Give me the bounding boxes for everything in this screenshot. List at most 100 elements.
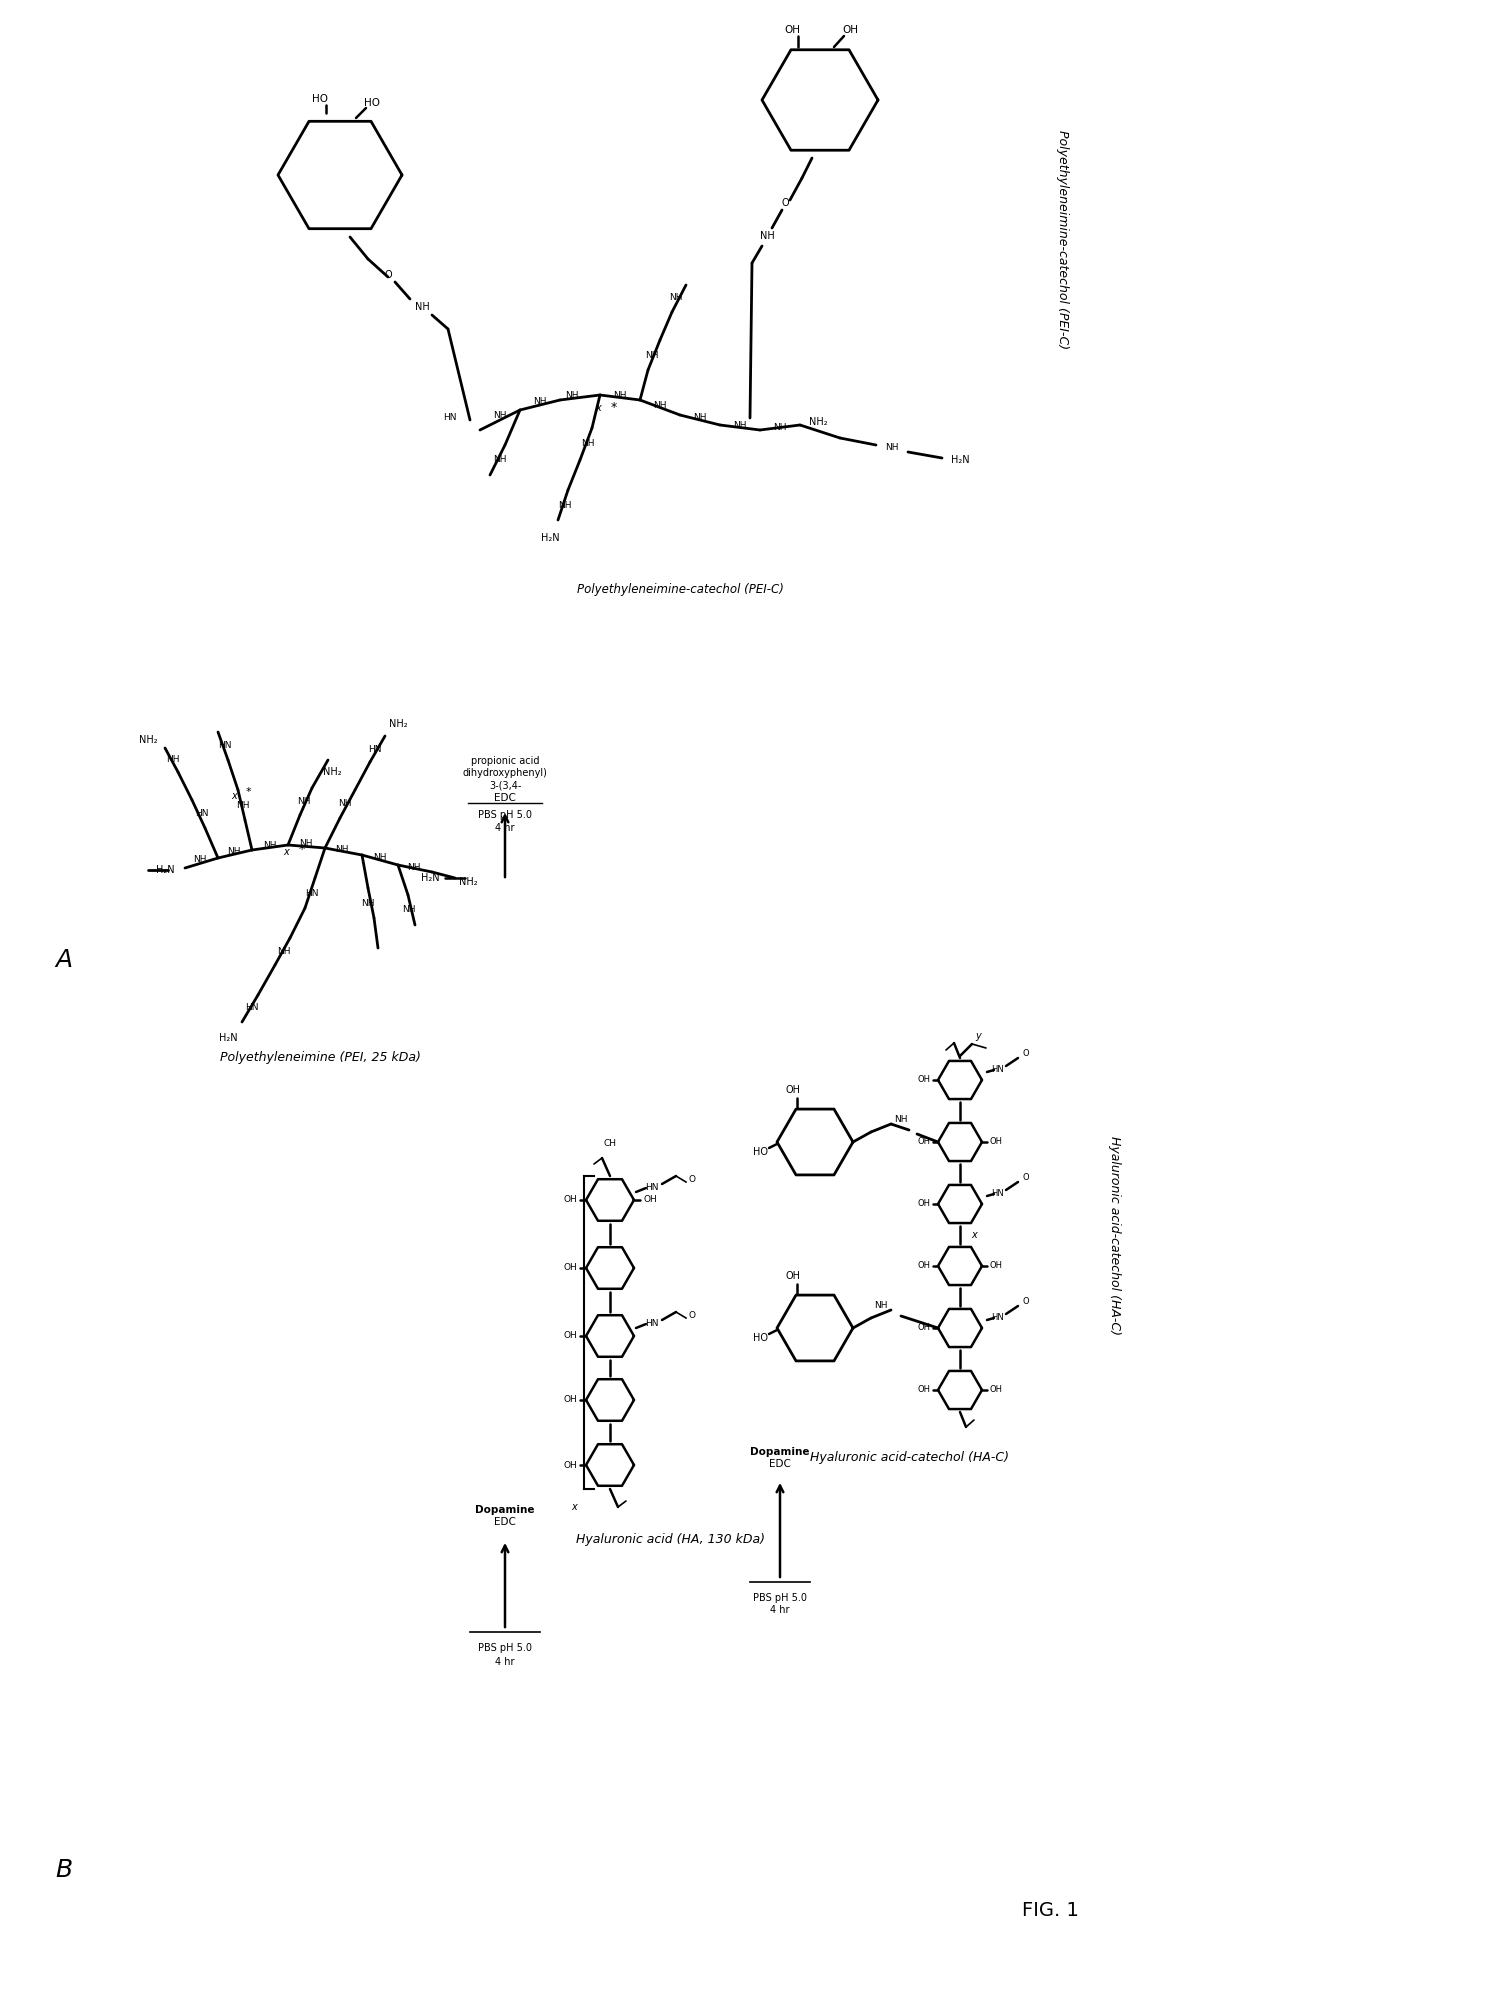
Text: NH: NH	[653, 401, 667, 409]
Text: OH: OH	[989, 1137, 1003, 1147]
Text: O: O	[383, 269, 392, 279]
Text: NH: NH	[533, 397, 546, 407]
Text: *: *	[245, 786, 251, 796]
Text: OH: OH	[785, 1085, 801, 1095]
Text: NH: NH	[227, 846, 240, 856]
Text: NH: NH	[874, 1301, 888, 1311]
Text: 4 hr: 4 hr	[495, 1658, 515, 1668]
Text: HO: HO	[312, 94, 328, 104]
Text: HN: HN	[992, 1313, 1004, 1323]
Text: NH: NH	[494, 411, 507, 421]
Text: Hyaluronic acid (HA, 130 kDa): Hyaluronic acid (HA, 130 kDa)	[576, 1532, 764, 1546]
Text: Hyaluronic acid-catechol (HA-C): Hyaluronic acid-catechol (HA-C)	[1109, 1135, 1122, 1335]
Text: NH₂: NH₂	[139, 734, 157, 744]
Text: NH: NH	[339, 800, 352, 808]
Text: O: O	[1022, 1297, 1029, 1307]
Text: x: x	[571, 1502, 577, 1512]
Text: NH: NH	[885, 443, 898, 453]
Text: NH: NH	[263, 842, 276, 850]
Text: H₂N: H₂N	[219, 1033, 237, 1043]
Text: OH: OH	[562, 1195, 577, 1205]
Text: NH: NH	[613, 391, 627, 399]
Text: HO: HO	[753, 1147, 768, 1157]
Text: NH: NH	[336, 846, 349, 854]
Text: x: x	[231, 790, 237, 802]
Text: OH: OH	[562, 1331, 577, 1341]
Text: B: B	[55, 1857, 72, 1881]
Text: NH: NH	[403, 906, 416, 914]
Text: Dopamine: Dopamine	[750, 1446, 810, 1456]
Text: H₂N: H₂N	[540, 533, 560, 543]
Text: Polyethyleneimine (PEI, 25 kDa): Polyethyleneimine (PEI, 25 kDa)	[219, 1051, 421, 1065]
Text: OH: OH	[918, 1137, 931, 1147]
Text: NH: NH	[297, 796, 310, 806]
Text: FIG. 1: FIG. 1	[1022, 1901, 1079, 1919]
Text: Hyaluronic acid-catechol (HA-C): Hyaluronic acid-catechol (HA-C)	[810, 1450, 1010, 1464]
Text: HN: HN	[218, 742, 231, 750]
Text: NH: NH	[278, 946, 291, 956]
Text: 4 hr: 4 hr	[495, 824, 515, 834]
Text: PBS pH 5.0: PBS pH 5.0	[477, 1644, 533, 1654]
Text: CH: CH	[603, 1139, 616, 1149]
Text: OH: OH	[841, 26, 858, 36]
Text: H₂N: H₂N	[950, 455, 970, 465]
Text: NH: NH	[558, 501, 571, 509]
Text: EDC: EDC	[494, 1516, 516, 1526]
Text: OH: OH	[562, 1263, 577, 1273]
Text: HO: HO	[364, 98, 380, 108]
Text: OH: OH	[785, 1271, 801, 1281]
Text: HO: HO	[753, 1333, 768, 1343]
Text: NH: NH	[373, 854, 386, 862]
Text: x: x	[595, 403, 601, 413]
Text: OH: OH	[643, 1195, 656, 1205]
Text: NH: NH	[194, 854, 207, 864]
Text: OH: OH	[918, 1385, 931, 1395]
Text: NH: NH	[759, 231, 774, 241]
Text: NH: NH	[773, 423, 786, 433]
Text: NH: NH	[361, 898, 374, 908]
Text: HN: HN	[645, 1319, 659, 1329]
Text: HN: HN	[992, 1065, 1004, 1075]
Text: O: O	[688, 1175, 695, 1185]
Text: dihydroxyphenyl): dihydroxyphenyl)	[463, 768, 548, 778]
Text: NH: NH	[670, 293, 683, 303]
Text: H₂N: H₂N	[421, 874, 439, 884]
Text: NH: NH	[733, 421, 747, 431]
Text: NH: NH	[300, 840, 313, 848]
Text: Polyethyleneimine-catechol (PEI-C): Polyethyleneimine-catechol (PEI-C)	[1055, 130, 1068, 349]
Text: 3-(3,4-: 3-(3,4-	[489, 780, 521, 790]
Text: OH: OH	[989, 1261, 1003, 1271]
Text: OH: OH	[918, 1261, 931, 1271]
Text: NH: NH	[565, 391, 579, 399]
Text: H₂N: H₂N	[155, 866, 175, 876]
Text: x: x	[971, 1231, 977, 1241]
Text: O: O	[782, 198, 789, 207]
Text: NH₂: NH₂	[458, 878, 477, 888]
Text: NH: NH	[166, 756, 179, 764]
Text: NH: NH	[407, 862, 421, 872]
Text: Dopamine: Dopamine	[476, 1504, 534, 1514]
Text: A: A	[55, 948, 72, 972]
Text: x: x	[283, 848, 289, 858]
Text: NH₂: NH₂	[389, 718, 407, 728]
Text: HN: HN	[245, 1003, 258, 1013]
Text: EDC: EDC	[494, 792, 516, 804]
Text: NH: NH	[236, 800, 249, 810]
Text: OH: OH	[562, 1395, 577, 1404]
Text: HN: HN	[992, 1189, 1004, 1199]
Text: NH: NH	[494, 455, 507, 465]
Text: NH: NH	[582, 439, 595, 447]
Text: y: y	[976, 1031, 980, 1041]
Text: NH: NH	[645, 351, 659, 359]
Text: PBS pH 5.0: PBS pH 5.0	[753, 1592, 807, 1604]
Text: HN: HN	[443, 413, 457, 423]
Text: EDC: EDC	[768, 1458, 791, 1468]
Text: Polyethyleneimine-catechol (PEI-C): Polyethyleneimine-catechol (PEI-C)	[576, 583, 783, 597]
Text: OH: OH	[918, 1199, 931, 1209]
Text: *: *	[298, 844, 306, 856]
Text: HN: HN	[195, 810, 209, 818]
Text: propionic acid: propionic acid	[471, 756, 539, 766]
Text: OH: OH	[918, 1075, 931, 1085]
Text: NH: NH	[894, 1115, 907, 1125]
Text: NH₂: NH₂	[322, 766, 342, 776]
